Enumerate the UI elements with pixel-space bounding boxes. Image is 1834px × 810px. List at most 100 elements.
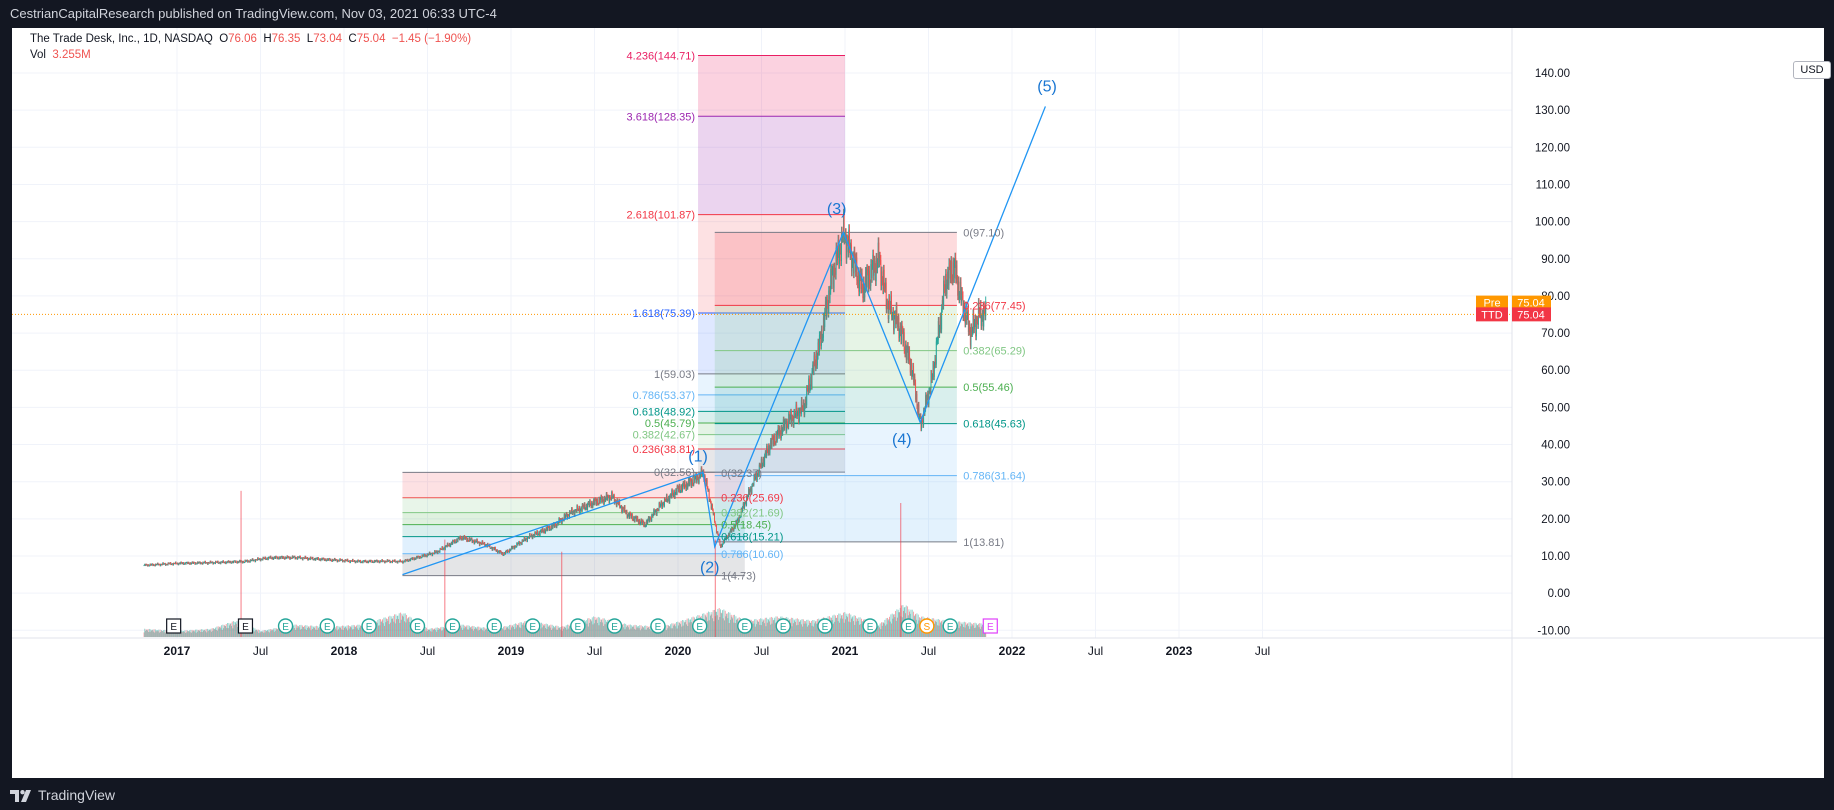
volume-bar [941, 620, 943, 637]
volume-bar [378, 625, 379, 637]
earnings-marker[interactable] [166, 618, 182, 634]
earnings-marker[interactable] [277, 618, 294, 634]
candle-body [828, 290, 830, 314]
volume-bar [964, 627, 966, 637]
chart-frame[interactable]: 4.236(144.71) 3.618(128.35) 2.618(101.87) 1… [12, 28, 1831, 778]
candle-body [329, 559, 331, 561]
candle-body [881, 271, 883, 281]
earnings-marker[interactable] [606, 618, 623, 634]
candle-body [762, 458, 764, 465]
volume-bar [833, 614, 835, 637]
volume-legend[interactable]: Vol 3.255M [30, 49, 91, 61]
candle-body [291, 558, 293, 560]
earnings-marker[interactable] [942, 618, 958, 634]
candle-body [180, 562, 182, 565]
candle-body [726, 535, 728, 539]
volume-bar [707, 621, 709, 637]
volume-bar [514, 629, 516, 637]
volume-bar [191, 629, 193, 637]
earnings-marker[interactable] [409, 618, 426, 634]
volume-bar [467, 625, 469, 637]
candle-body [711, 504, 713, 509]
candle-body [678, 487, 679, 491]
candle-body [489, 544, 491, 549]
earnings-marker[interactable] [361, 618, 377, 634]
volume-bar [439, 629, 441, 637]
candle-body [207, 562, 208, 565]
candle-body [832, 268, 834, 288]
volume-bar [801, 619, 803, 637]
candle-body [526, 538, 528, 542]
fib-level-label: 0.618(48.92) [633, 406, 695, 418]
volume-bar [403, 613, 405, 637]
candle-body [531, 534, 533, 539]
candle-body [802, 402, 804, 410]
candle-body [511, 546, 512, 550]
candle-body [149, 563, 151, 566]
earnings-marker[interactable] [737, 618, 753, 634]
volume-bar [727, 618, 729, 637]
volume-bar [230, 623, 232, 637]
candle-body [244, 560, 246, 563]
candle-body [571, 508, 573, 514]
earnings-marker[interactable] [900, 618, 917, 634]
candle-body [312, 557, 314, 560]
candle-body [239, 560, 241, 563]
volume-bar [506, 627, 508, 637]
candle-body [460, 538, 462, 540]
volume-bar [804, 620, 806, 637]
candle-body [980, 304, 982, 326]
volume-bar [971, 624, 973, 637]
earnings-marker[interactable] [319, 618, 335, 634]
candle-body [435, 552, 437, 553]
volume-bar [959, 621, 961, 637]
candle-body [720, 545, 721, 548]
earnings-marker[interactable] [775, 618, 791, 634]
earnings-marker[interactable] [982, 618, 998, 634]
volume-bar [404, 621, 406, 637]
earnings-marker[interactable] [486, 618, 502, 634]
volume-bar [424, 628, 426, 637]
volume-bar [271, 629, 273, 637]
candle-body [680, 491, 681, 493]
candle-body [895, 314, 896, 325]
candle-body [311, 557, 313, 559]
volume-bar [333, 628, 335, 637]
volume-bar [550, 624, 552, 637]
earnings-marker[interactable] [817, 618, 833, 634]
candle-body [776, 432, 778, 441]
volume-bar [810, 622, 812, 637]
earnings-marker[interactable] [525, 618, 541, 634]
volume-bar [458, 625, 460, 637]
split-marker[interactable] [919, 618, 935, 634]
volume-bar [213, 628, 214, 637]
candle-body [706, 479, 707, 485]
volume-bar [639, 625, 641, 637]
earnings-marker[interactable] [237, 618, 254, 634]
candle-body [738, 518, 740, 522]
volume-bar [299, 629, 301, 637]
volume-bar [143, 632, 145, 637]
earnings-marker[interactable] [862, 618, 878, 634]
volume-bar [339, 627, 341, 637]
candle-body [932, 364, 934, 377]
volume-bar [557, 626, 559, 637]
volume-bar [145, 629, 147, 637]
candle-body [438, 551, 440, 553]
earnings-marker[interactable] [650, 618, 666, 634]
candle-body [923, 410, 925, 426]
price-chart[interactable]: 4.236(144.71)3.618(128.35)2.618(101.87)1… [12, 28, 1824, 778]
symbol-legend[interactable]: The Trade Desk, Inc., 1D, NASDAQ O76.06 … [30, 33, 471, 45]
volume-bar [594, 616, 596, 637]
volume-bar [376, 622, 377, 637]
earnings-marker[interactable] [444, 618, 461, 634]
earnings-marker[interactable] [692, 618, 708, 634]
candle-body [740, 508, 742, 517]
candle-body [638, 519, 640, 524]
currency-button[interactable]: USD [1793, 61, 1831, 79]
earnings-marker[interactable] [570, 618, 586, 634]
volume-bar [631, 625, 633, 637]
volume-bar [478, 630, 480, 637]
candle-body [496, 549, 498, 552]
candle-body [789, 417, 791, 422]
